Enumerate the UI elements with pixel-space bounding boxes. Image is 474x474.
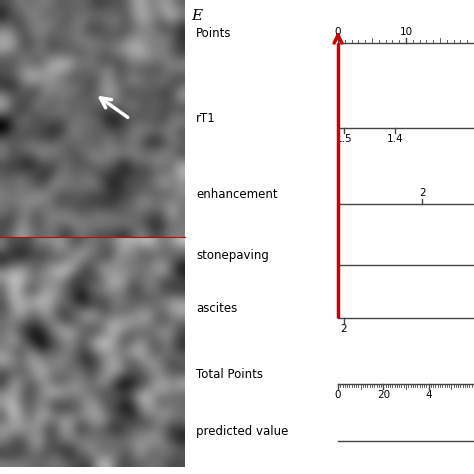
Text: 20: 20 [377,390,390,400]
Text: ascites: ascites [196,301,237,315]
Text: 1.5: 1.5 [336,134,352,144]
Text: predicted value: predicted value [196,425,288,438]
Text: 2: 2 [341,324,347,334]
Text: stonepaving: stonepaving [196,249,269,263]
Text: 2: 2 [419,188,426,198]
Text: enhancement: enhancement [196,188,278,201]
Text: 4: 4 [425,390,432,400]
Text: 0: 0 [335,27,341,36]
Text: Points: Points [196,27,231,40]
Text: rT1: rT1 [196,112,216,125]
Text: E: E [191,9,202,23]
Text: 0: 0 [335,390,341,400]
Text: 1.4: 1.4 [387,134,403,144]
Text: 10: 10 [400,27,412,36]
Text: Total Points: Total Points [196,368,263,381]
